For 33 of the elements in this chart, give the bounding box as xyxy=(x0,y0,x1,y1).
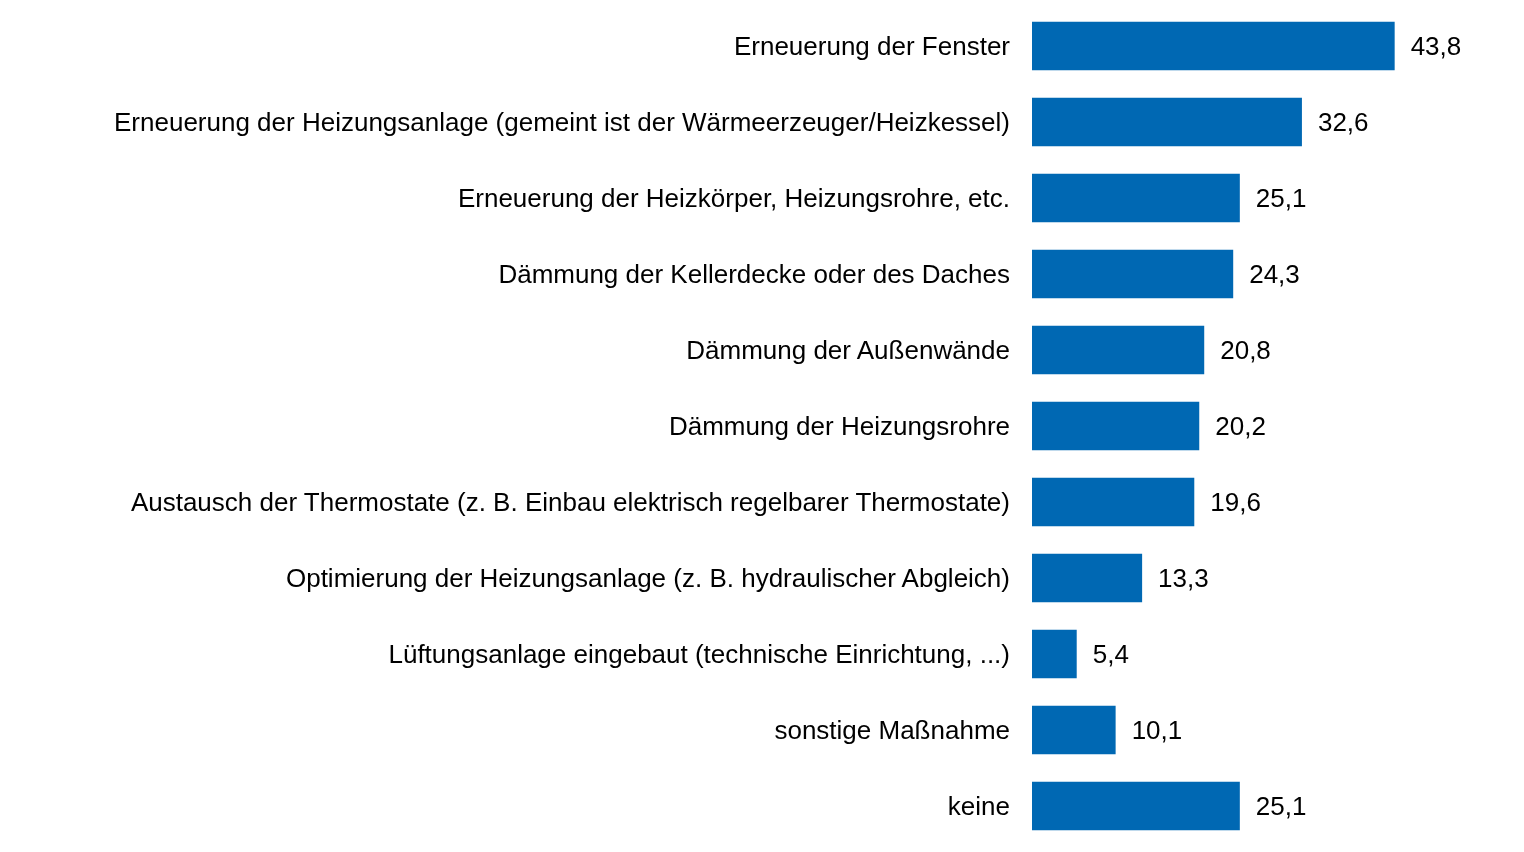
data-label: 20,8 xyxy=(1220,335,1271,365)
y-tick-label: Austausch der Thermostate (z. B. Einbau elektrisch regelbarer Thermostate) xyxy=(130,487,1010,517)
data-label: 19,6 xyxy=(1210,487,1261,517)
data-label: 24,3 xyxy=(1249,259,1300,289)
bar xyxy=(1032,781,1240,831)
y-tick-label: Optimierung der Heizungsanlage (z. B. hydraulischer Abgleich) xyxy=(285,563,1010,593)
data-label: 13,3 xyxy=(1158,563,1209,593)
y-tick-label: Erneuerung der Heizungsanlage (gemeint ist der Wärmeerzeuger/Heizkessel) xyxy=(114,107,1010,137)
data-label: 43,8 xyxy=(1410,31,1462,61)
bar xyxy=(1032,97,1302,147)
data-label: 25,1 xyxy=(1255,791,1307,821)
bar xyxy=(1032,21,1395,71)
data-label: 10,1 xyxy=(1131,715,1183,745)
data-label: 25,1 xyxy=(1255,183,1307,213)
bar xyxy=(1032,325,1205,375)
y-tick-label: Erneuerung der Fenster xyxy=(733,31,1011,61)
y-tick-label: Lüftungsanlage eingebaut (technische Einrichtung, ...) xyxy=(388,639,1010,669)
y-tick-label: Dämmung der Kellerdecke oder des Daches xyxy=(498,259,1010,289)
y-tick-label: Erneuerung der Heizkörper, Heizungsrohre, etc. xyxy=(457,183,1010,213)
data-label: 20,2 xyxy=(1215,411,1266,441)
bar xyxy=(1032,477,1195,527)
data-label: 5,4 xyxy=(1092,639,1129,669)
y-tick-label: keine xyxy=(947,791,1010,821)
bar xyxy=(1032,249,1234,299)
bar xyxy=(1032,401,1200,451)
y-tick-label: Dämmung der Außenwände xyxy=(686,335,1010,365)
bar xyxy=(1032,553,1143,603)
y-tick-label: Dämmung der Heizungsrohre xyxy=(668,411,1010,441)
bar xyxy=(1032,173,1240,223)
data-label: 32,6 xyxy=(1317,107,1369,137)
bar xyxy=(1032,629,1077,679)
bar xyxy=(1032,705,1116,755)
y-tick-label: sonstige Maßnahme xyxy=(774,715,1010,745)
